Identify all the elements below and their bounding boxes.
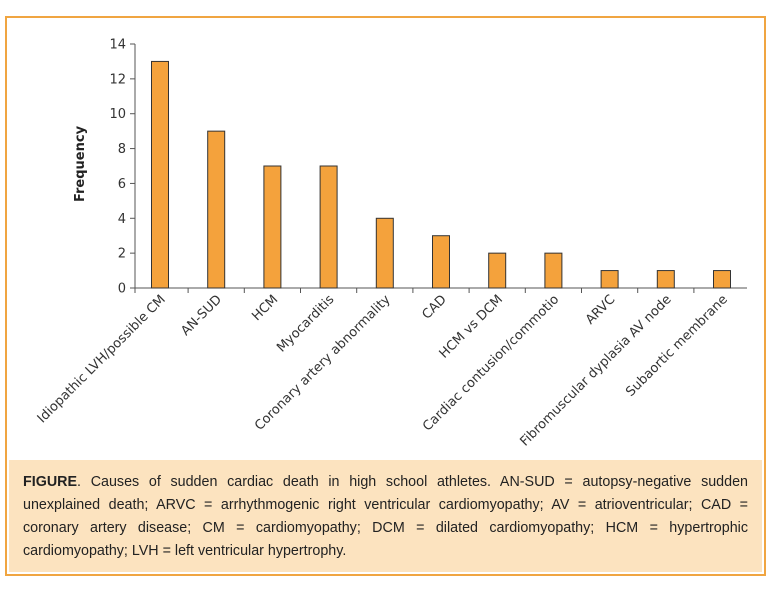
category-label: ARVC bbox=[583, 292, 618, 327]
y-tick-label: 2 bbox=[118, 247, 126, 262]
bar bbox=[544, 252, 563, 289]
category-label: Subaortic membrane bbox=[623, 292, 731, 400]
y-tick-label: 0 bbox=[118, 282, 126, 297]
bar bbox=[432, 235, 450, 289]
category-label: AN-SUD bbox=[178, 292, 225, 339]
figure-caption: FIGURE. Causes of sudden cardiac death i… bbox=[9, 460, 762, 572]
bar bbox=[207, 130, 226, 289]
bar bbox=[600, 270, 619, 289]
figure-frame: 0 2 4 6 8 10 12 14 Frequency Idiopathic LVH/possi… bbox=[5, 16, 766, 576]
y-axis-label: Frequency bbox=[73, 125, 88, 202]
bar bbox=[263, 165, 282, 289]
category-label: CAD bbox=[419, 292, 449, 322]
bar bbox=[319, 165, 338, 289]
bar bbox=[375, 217, 394, 289]
bar bbox=[488, 252, 507, 289]
y-tick-label: 4 bbox=[118, 212, 126, 227]
bar bbox=[151, 60, 169, 289]
y-tick-label: 10 bbox=[109, 107, 126, 122]
y-tick-label: 6 bbox=[118, 177, 126, 192]
category-label: HCM bbox=[249, 292, 281, 324]
category-label: Idiopathic LVH/possible CM bbox=[35, 292, 169, 426]
bar-chart: 0 2 4 6 8 10 12 14 Frequency Idiopathic LVH/possi… bbox=[35, 38, 747, 449]
y-tick-label: 14 bbox=[109, 38, 126, 53]
bar bbox=[713, 270, 731, 289]
y-tick-label: 12 bbox=[109, 72, 126, 87]
caption-text: . Causes of sudden cardiac death in high… bbox=[23, 474, 748, 559]
y-tick-label: 8 bbox=[118, 142, 126, 157]
bar bbox=[656, 270, 675, 289]
caption-lead: FIGURE bbox=[23, 474, 78, 490]
